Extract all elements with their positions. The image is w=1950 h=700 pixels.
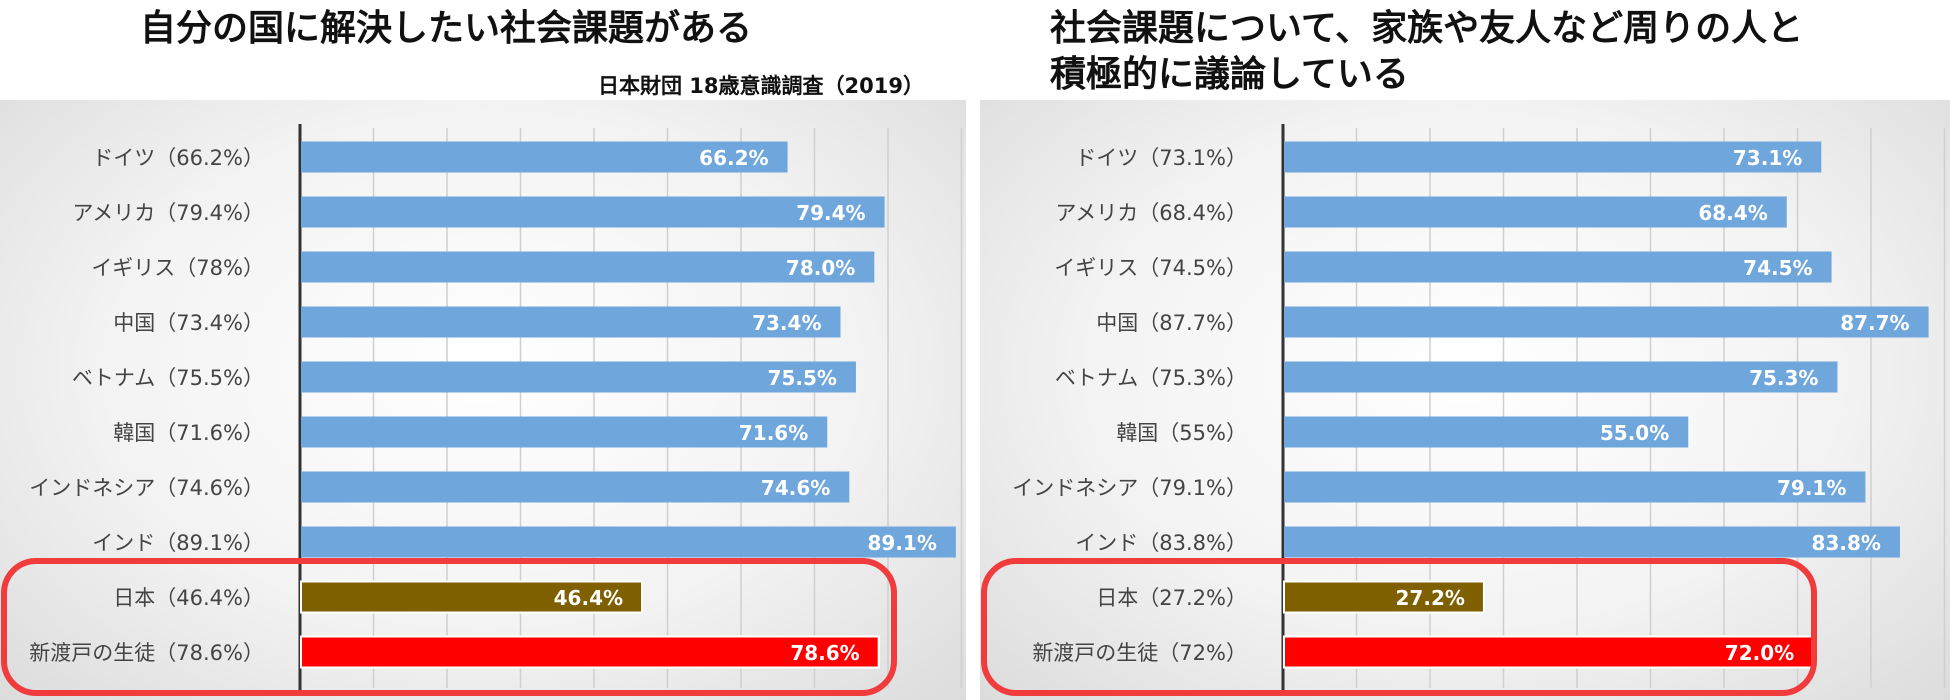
left-chart-category-label: 新渡戸の生徒（78.6%）: [29, 641, 264, 665]
left-chart-bar: [301, 471, 850, 503]
source-note: 日本財団 18歳意識調査（2019）: [598, 74, 924, 98]
right-chart-category-label: イギリス（74.5%）: [1054, 256, 1247, 280]
right-bar-chart: ドイツ（73.1%） 73.1% アメリカ（68.4%） 68.4% イギリス（74.5…: [981, 124, 1946, 696]
left-chart-data-label: 89.1%: [867, 531, 936, 555]
right-chart-bar: [1284, 526, 1900, 558]
right-chart-bar: [1284, 251, 1832, 283]
left-chart-data-label: 78.0%: [786, 256, 855, 280]
right-chart-bar: [1284, 416, 1689, 448]
right-chart-data-label: 27.2%: [1396, 586, 1465, 610]
left-chart-data-label: 75.5%: [768, 366, 837, 390]
left-chart-category-label: インドネシア（74.6%）: [29, 476, 264, 500]
left-chart-bar: [301, 361, 856, 393]
right-chart-category-label: 日本（27.2%）: [1096, 586, 1247, 610]
left-chart-category-label: 韓国（71.6%）: [113, 421, 264, 445]
right-chart-bar: [1284, 196, 1787, 228]
right-chart-bar: [1283, 580, 1485, 614]
right-chart-data-label: 74.5%: [1743, 256, 1812, 280]
left-chart-category-label: アメリカ（79.4%）: [72, 201, 264, 225]
left-chart-bar: [301, 196, 885, 228]
left-chart-bar: [301, 416, 828, 448]
left-chart-category-label: 中国（73.4%）: [113, 311, 264, 335]
left-chart-category-label: ドイツ（66.2%）: [92, 146, 264, 170]
left-chart-panel: ドイツ（66.2%） 66.2% アメリカ（79.4%） 79.4% イギリス（78%）…: [0, 100, 966, 700]
right-chart-category-label: 新渡戸の生徒（72%）: [1032, 641, 1247, 665]
right-chart-data-label: 87.7%: [1840, 311, 1909, 335]
left-chart-bar: [301, 306, 841, 338]
right-chart-category-label: ベトナム（75.3%）: [1055, 366, 1247, 390]
right-chart-bar: [1284, 361, 1838, 393]
right-chart-panel: ドイツ（73.1%） 73.1% アメリカ（68.4%） 68.4% イギリス（74.5…: [980, 100, 1950, 700]
right-chart-data-label: 83.8%: [1812, 531, 1881, 555]
left-chart-title: 自分の国に解決したい社会課題がある: [140, 8, 753, 49]
right-chart-data-label: 75.3%: [1749, 366, 1818, 390]
right-chart-category-label: インドネシア（79.1%）: [1012, 476, 1247, 500]
left-chart-data-label: 79.4%: [796, 201, 865, 225]
left-chart-bar: [301, 251, 875, 283]
right-chart-data-label: 72.0%: [1725, 641, 1794, 665]
right-chart-category-label: アメリカ（68.4%）: [1055, 201, 1247, 225]
left-bar-chart: ドイツ（66.2%） 66.2% アメリカ（79.4%） 79.4% イギリス（78%）…: [1, 124, 963, 696]
left-chart-data-label: 74.6%: [761, 476, 830, 500]
left-chart-data-label: 71.6%: [739, 421, 808, 445]
left-chart-bar: [300, 635, 880, 669]
right-chart-bar: [1284, 306, 1929, 338]
right-chart-title-line1: 社会課題について、家族や友人など周りの人と: [1050, 8, 1804, 49]
left-chart-highlight-outline: [1, 558, 897, 696]
right-chart-category-label: 韓国（55%）: [1116, 421, 1247, 445]
right-chart-category-label: ドイツ（73.1%）: [1075, 146, 1247, 170]
right-chart-title-line2: 積極的に議論している: [1050, 54, 1409, 95]
left-chart-category-label: インド（89.1%）: [92, 531, 264, 555]
right-chart-data-label: 79.1%: [1777, 476, 1846, 500]
left-chart-data-label: 78.6%: [790, 641, 859, 665]
left-chart-bar: [301, 141, 788, 173]
left-chart-category-label: ベトナム（75.5%）: [72, 366, 264, 390]
left-chart-bar: [300, 580, 644, 614]
left-chart-category-label: イギリス（78%）: [91, 256, 264, 280]
right-chart-category-label: インド（83.8%）: [1075, 531, 1247, 555]
right-chart-bar: [1284, 141, 1822, 173]
right-chart-data-label: 55.0%: [1600, 421, 1669, 445]
left-chart-data-label: 46.4%: [554, 586, 623, 610]
right-chart-category-label: 中国（87.7%）: [1096, 311, 1247, 335]
left-chart-data-label: 66.2%: [699, 146, 768, 170]
right-chart-bar: [1284, 471, 1866, 503]
left-chart-category-label: 日本（46.4%）: [113, 586, 264, 610]
left-chart-data-label: 73.4%: [752, 311, 821, 335]
right-chart-data-label: 68.4%: [1698, 201, 1767, 225]
right-chart-data-label: 73.1%: [1733, 146, 1802, 170]
left-chart-bar: [301, 526, 956, 558]
right-chart-highlight-outline: [981, 558, 1817, 696]
